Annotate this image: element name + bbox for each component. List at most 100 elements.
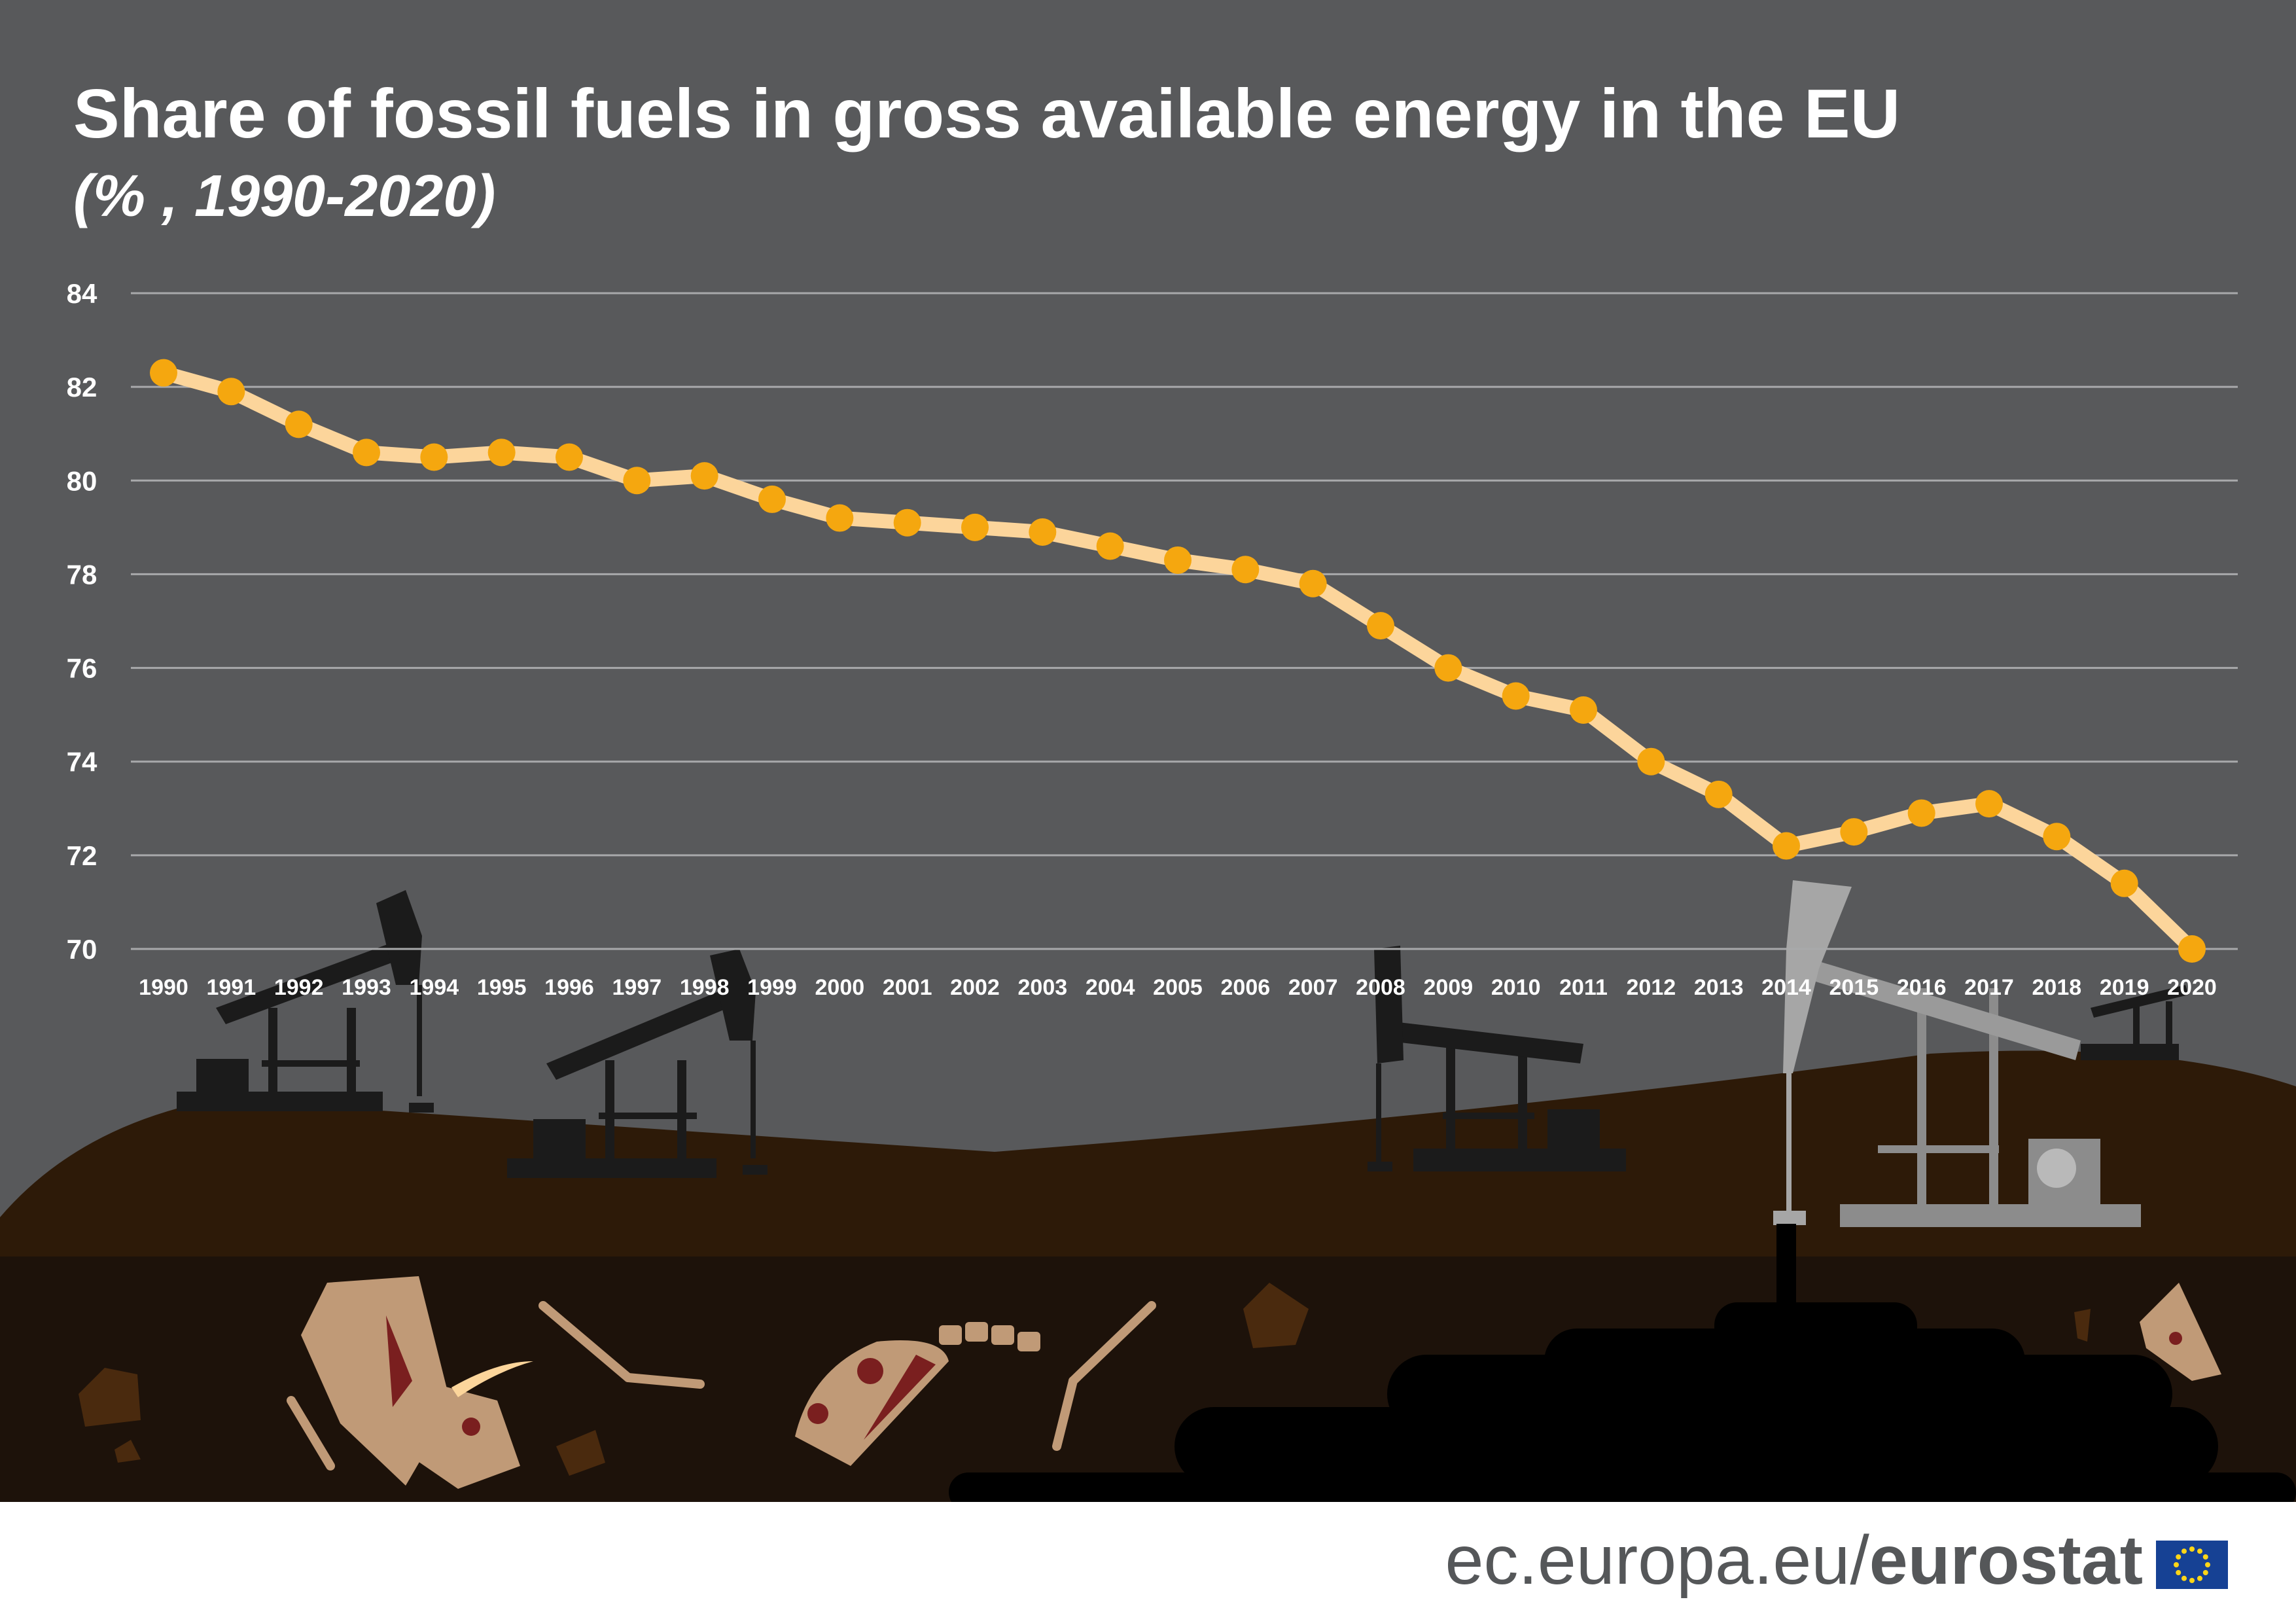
data-point — [1434, 654, 1462, 682]
x-tick-label: 2003 — [1018, 975, 1068, 1000]
oil-pump-icon — [2081, 985, 2189, 1060]
x-tick-label: 2019 — [2100, 975, 2149, 1000]
data-point — [1231, 556, 1260, 584]
x-tick-label: 1999 — [747, 975, 797, 1000]
data-point — [420, 443, 448, 471]
x-tick-label: 1998 — [680, 975, 730, 1000]
footer-brand: eurostat — [1869, 1522, 2143, 1599]
y-axis: 70 72 74 76 78 80 82 84 — [67, 278, 97, 965]
data-point — [217, 378, 245, 406]
y-tick-label: 74 — [67, 747, 97, 777]
oil-pump-icon — [1368, 946, 1626, 1171]
y-tick-label: 76 — [67, 653, 97, 684]
data-point — [2178, 935, 2206, 963]
data-point — [1975, 790, 2003, 818]
data-point — [826, 504, 854, 532]
chart-subtitle: (% , 1990-2020) — [73, 164, 495, 229]
oil-pump-icon — [507, 949, 768, 1178]
y-tick-label: 84 — [67, 278, 97, 309]
y-tick-label: 82 — [67, 372, 97, 402]
x-axis: 1990 1991 1992 1993 1994 1995 1996 1997 1998 1999… — [139, 975, 2217, 1000]
x-tick-label: 2002 — [950, 975, 1000, 1000]
data-point — [1029, 518, 1057, 546]
bone-icon — [287, 1301, 1156, 1471]
dinosaur-skull-icon — [2140, 1283, 2221, 1381]
footer-bar — [0, 1502, 2296, 1606]
data-point — [285, 410, 313, 438]
data-point — [1502, 682, 1530, 710]
footer-url[interactable]: ec.europa.eu/eurostat — [1445, 1522, 2143, 1599]
gridlines — [131, 292, 2238, 950]
data-point — [150, 359, 177, 387]
data-point — [1773, 832, 1800, 860]
x-tick-label: 1991 — [207, 975, 256, 1000]
x-tick-label: 2013 — [1694, 975, 1744, 1000]
data-point — [1570, 696, 1597, 724]
x-tick-label: 2015 — [1829, 975, 1879, 1000]
rock-icon — [79, 1283, 2091, 1476]
x-tick-label: 2018 — [2032, 975, 2082, 1000]
vertebra-icon — [939, 1322, 1040, 1351]
data-point — [758, 485, 786, 513]
flag-star — [2181, 1548, 2187, 1554]
oil-pump-icon — [177, 890, 434, 1113]
x-tick-label: 1995 — [477, 975, 527, 1000]
chart-title: Share of fossil fuels in gross available… — [73, 75, 1900, 152]
flag-star — [2197, 1548, 2202, 1554]
series-fossil-share — [150, 359, 2206, 963]
landscape-illustration — [0, 880, 2296, 1512]
flag-star — [2189, 1578, 2195, 1583]
data-point — [1840, 818, 1868, 846]
footer-url-prefix: ec.europa.eu/ — [1445, 1522, 1870, 1599]
data-point — [2043, 823, 2071, 851]
y-tick-label: 78 — [67, 559, 97, 590]
flag-star — [2202, 1570, 2208, 1575]
x-tick-label: 1993 — [342, 975, 391, 1000]
data-point — [487, 438, 516, 467]
x-tick-label: 2017 — [1964, 975, 2014, 1000]
x-tick-label: 2000 — [815, 975, 865, 1000]
data-point — [1704, 780, 1733, 808]
eu-flag-icon — [2156, 1541, 2228, 1589]
x-tick-label: 1997 — [612, 975, 662, 1000]
x-tick-label: 2008 — [1356, 975, 1405, 1000]
data-point — [623, 467, 651, 495]
y-tick-label: 80 — [67, 465, 97, 496]
oil-pump-icon — [1773, 880, 2141, 1227]
x-tick-label: 2006 — [1221, 975, 1271, 1000]
x-tick-label: 2012 — [1627, 975, 1676, 1000]
dinosaur-skull-icon — [301, 1276, 533, 1489]
x-tick-label: 2014 — [1761, 975, 1811, 1000]
data-point — [690, 462, 718, 490]
data-point — [1299, 569, 1327, 598]
x-tick-label: 1990 — [139, 975, 188, 1000]
flag-star — [2176, 1570, 2181, 1575]
x-tick-label: 2001 — [883, 975, 932, 1000]
data-point — [1367, 612, 1394, 640]
data-point — [353, 438, 380, 467]
x-tick-label: 2004 — [1086, 975, 1135, 1000]
flag-star — [2197, 1575, 2202, 1581]
x-tick-label: 2005 — [1153, 975, 1203, 1000]
x-tick-label: 1992 — [274, 975, 324, 1000]
dinosaur-skull-icon — [795, 1340, 949, 1466]
y-tick-label: 70 — [67, 934, 97, 965]
ground-hill — [0, 1050, 2296, 1263]
x-tick-label: 1994 — [410, 975, 459, 1000]
data-point — [893, 509, 921, 537]
data-point — [1096, 532, 1124, 560]
x-tick-label: 2011 — [1559, 975, 1608, 1000]
data-point — [1637, 747, 1665, 776]
x-tick-label: 2009 — [1424, 975, 1474, 1000]
x-tick-label: 2010 — [1491, 975, 1541, 1000]
data-point — [961, 513, 989, 541]
data-point — [1907, 799, 1935, 827]
flag-star — [2189, 1546, 2195, 1552]
y-tick-label: 72 — [67, 840, 97, 871]
flag-star — [2176, 1554, 2181, 1560]
flag-star — [2174, 1562, 2179, 1567]
flag-star — [2202, 1554, 2208, 1560]
flag-star — [2205, 1562, 2210, 1567]
